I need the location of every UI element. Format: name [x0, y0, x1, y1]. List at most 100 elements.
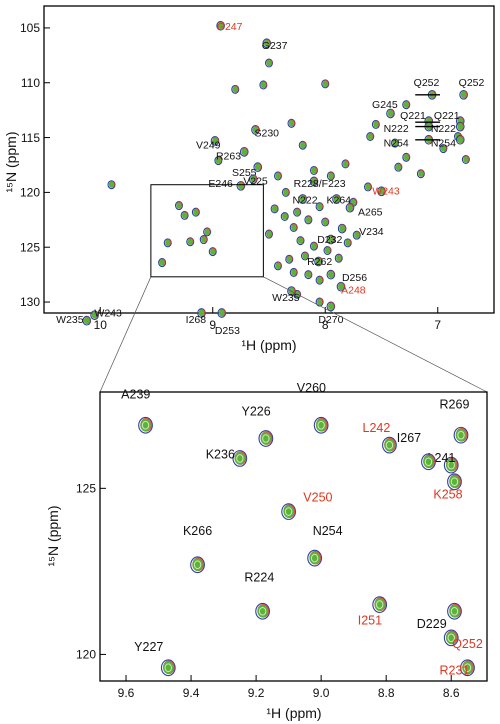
peak-label: D232 [317, 234, 342, 246]
peak-label: S230 [254, 127, 279, 139]
top-plot-frame [43, 5, 495, 314]
background-peak [293, 207, 302, 217]
background-peak [280, 212, 289, 222]
peak-label: N222 [384, 123, 409, 135]
peak-label: A265 [358, 206, 383, 218]
inset-peak-k236 [232, 450, 248, 467]
background-peak [289, 267, 298, 277]
background-peak [287, 118, 296, 128]
inset-peak-y226 [258, 430, 274, 447]
background-peak [439, 144, 448, 154]
peak-label: V234 [359, 226, 384, 238]
background-peak [259, 80, 268, 90]
inset-peak-l241 [443, 456, 459, 474]
peak-k264 [332, 194, 341, 204]
background-peak [285, 254, 294, 264]
peak-r228/f223 [309, 176, 319, 187]
peak-label: Q221 [400, 110, 426, 122]
inset-peak-r224 [255, 602, 270, 620]
inset-peak-label: R224 [244, 570, 274, 584]
inset-peak-label: A239 [121, 388, 150, 402]
background-peak [214, 156, 223, 166]
background-peak [174, 201, 184, 211]
inset-peak-label: N254 [313, 524, 343, 538]
background-peak [208, 247, 217, 257]
inset-peak-label: D229 [417, 617, 447, 631]
background-peak [296, 236, 305, 246]
background-peak [304, 270, 313, 280]
inset-peak-label: I251 [358, 614, 382, 628]
background-peak [390, 138, 400, 148]
x-tick-label: 8.6 [443, 686, 460, 700]
peak-label: W235 [56, 314, 84, 326]
peak-n254 [455, 134, 465, 145]
background-peak [273, 171, 283, 181]
inset-peak-label: K266 [183, 524, 212, 538]
peak-label: D256 [342, 272, 367, 284]
x-tick-label: 7 [434, 318, 441, 332]
background-peak [191, 207, 200, 217]
top-y-ticks: 105 110 115 120 125 130 [20, 21, 50, 309]
zoom-line-right [263, 276, 488, 393]
background-peak [326, 171, 335, 181]
background-peak [309, 165, 319, 175]
peak-v234 [337, 223, 347, 234]
inset-peak-label: V250 [303, 491, 332, 505]
inset-peak-n254 [307, 549, 323, 567]
peak-e246 [236, 180, 246, 191]
peak-label: W243 [94, 307, 122, 319]
peak-a265 [345, 202, 355, 213]
background-peak [341, 159, 350, 169]
inset-plot-frame [99, 391, 488, 682]
background-peak [289, 222, 298, 232]
peak-label: G247 [217, 21, 243, 33]
background-peak [315, 202, 324, 212]
background-peak [107, 180, 116, 190]
peak-w243 [377, 186, 386, 197]
peak-d232 [326, 234, 336, 245]
background-peak [461, 154, 470, 165]
peak-label: R262 [307, 256, 332, 268]
background-peak [270, 204, 279, 214]
background-peak [298, 140, 307, 150]
y-tick-label: 115 [21, 131, 40, 145]
inset-peak-label: K236 [206, 447, 235, 461]
background-peak [315, 275, 324, 285]
background-peak [264, 229, 274, 239]
peak-label: Q252 [459, 77, 485, 89]
background-peak [273, 261, 283, 271]
background-peak [394, 162, 403, 172]
y-tick-label: 120 [76, 648, 96, 662]
inset-peak-label: L242 [363, 421, 391, 435]
inset-peak-q252 [447, 602, 462, 620]
background-peak [402, 152, 411, 162]
inset-spectrum: Y227 R224 K266 N254 I251 R231 D229 Q252 V250 K258… [45, 381, 488, 721]
peak-r263 [239, 146, 249, 157]
top-x-axis-label: ¹H (ppm) [241, 337, 296, 353]
inset-labeled-peaks: Y227 R224 K266 N254 I251 R231 D229 Q252 V250 K258… [121, 381, 483, 677]
x-tick-label: 9.6 [118, 686, 135, 700]
y-tick-label: 105 [20, 21, 40, 35]
peak-v249 [210, 135, 220, 146]
x-tick-label: 10 [94, 318, 108, 332]
peak-n222 [298, 194, 308, 204]
inset-peak-k266 [190, 556, 205, 574]
zoom-connector-lines [99, 276, 488, 393]
peak-v225 [248, 174, 258, 185]
y-tick-label: 130 [20, 295, 40, 309]
peak-label: W243 [372, 186, 400, 198]
background-peak [264, 58, 274, 68]
background-peak [402, 100, 411, 110]
background-peak [416, 169, 425, 179]
background-peak [281, 187, 290, 197]
peak-label: Q252 [414, 77, 440, 89]
inset-y-ticks: 120 125 [76, 482, 106, 662]
background-peak [371, 119, 380, 129]
peak-d270 [326, 301, 336, 312]
peak-label: E246 [208, 178, 233, 190]
peak-label: V249 [196, 140, 221, 152]
y-tick-label: 125 [20, 240, 40, 254]
peak-w243 [90, 310, 99, 321]
